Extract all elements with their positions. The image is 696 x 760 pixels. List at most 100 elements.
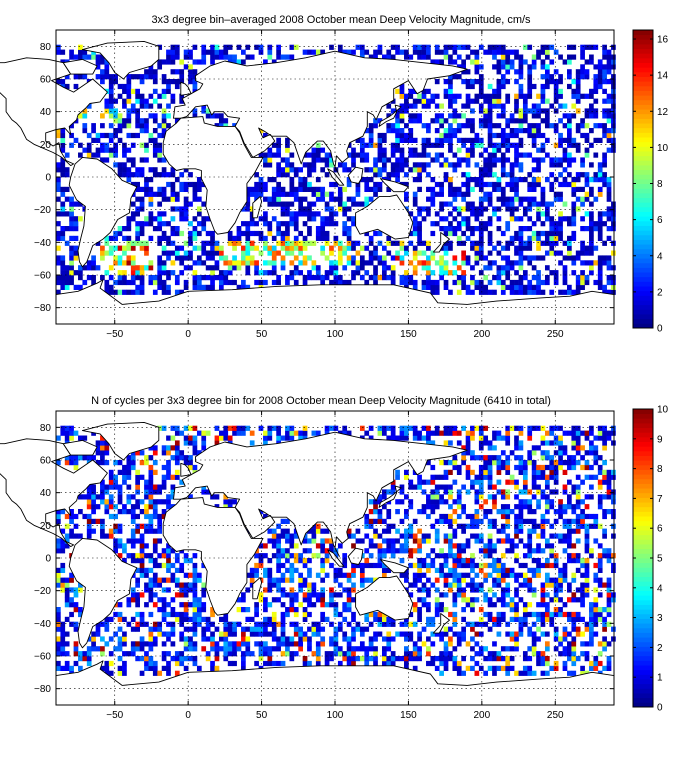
velocity-bin-cell — [263, 235, 268, 241]
cycles-bin-cell — [263, 616, 268, 622]
cycles-bin-cell — [465, 602, 471, 608]
velocity-bin-cell — [271, 279, 277, 286]
cycles-bin-cell — [174, 577, 180, 583]
cycles-bin-cell — [263, 631, 268, 637]
velocity-bin-cell — [117, 245, 123, 251]
cycles-bin-cell — [509, 607, 515, 613]
cycles-bin-cell — [263, 651, 268, 657]
velocity-bin-cell — [575, 93, 581, 99]
cycles-bin-cell — [174, 651, 180, 657]
cycles-bin-cell — [298, 572, 303, 578]
cycles-bin-cell — [443, 607, 449, 613]
cycles-bin-cell — [373, 543, 378, 549]
cycles-bin-cell — [232, 651, 237, 657]
velocity-bin-cell — [91, 54, 96, 60]
velocity-bin-cell — [443, 162, 449, 168]
cycles-bin-cell — [298, 641, 303, 647]
velocity-bin-cell — [108, 245, 114, 251]
velocity-bin-cell — [280, 167, 286, 173]
cycles-bin-cell — [404, 631, 409, 637]
cycles-bin-cell — [474, 631, 480, 637]
cycles-bin-cell — [280, 660, 286, 667]
cycles-bin-cell — [258, 509, 264, 515]
velocity-bin-cell — [509, 216, 515, 222]
velocity-bin-cell — [584, 245, 590, 251]
velocity-bin-cell — [465, 93, 471, 99]
cycles-bin-cell — [276, 660, 281, 667]
cycles-bin-cell — [408, 548, 414, 554]
cycles-bin-cell — [461, 425, 466, 431]
velocity-bin-cell — [580, 216, 585, 222]
cycles-bin-cell — [320, 626, 326, 632]
velocity-bin-cell — [606, 279, 612, 286]
cycles-bin-cell — [540, 602, 546, 608]
velocity-bin-cell — [179, 255, 185, 261]
velocity-bin-cell — [496, 206, 502, 212]
velocity-bin-cell — [161, 289, 167, 295]
velocity-bin-cell — [509, 172, 515, 178]
velocity-bin-cell — [527, 201, 533, 207]
cycles-bin-cell — [144, 665, 149, 671]
velocity-bin-cell — [91, 152, 96, 158]
velocity-bin-cell — [544, 64, 550, 70]
cycles-bin-cell — [148, 474, 154, 480]
velocity-bin-cell — [333, 279, 339, 286]
cycles-bin-cell — [333, 611, 339, 618]
velocity-bin-cell — [183, 255, 189, 261]
cycles-bin-cell — [505, 538, 511, 544]
cycles-bin-cell — [280, 631, 286, 637]
cycles-bin-cell — [518, 469, 524, 475]
cycles-bin-cell — [324, 558, 330, 564]
velocity-bin-cell — [553, 226, 559, 232]
velocity-y-tick-label: 20 — [40, 140, 52, 151]
cycles-bin-cell — [377, 499, 383, 505]
cycles-bin-cell — [130, 597, 136, 603]
velocity-bin-cell — [404, 103, 409, 109]
velocity-bin-cell — [69, 54, 74, 60]
velocity-bin-cell — [346, 235, 352, 241]
velocity-chart-title: 3x3 degree bin–averaged 2008 October mea… — [151, 14, 531, 26]
velocity-bin-cell — [157, 186, 163, 192]
cycles-bin-cell — [329, 538, 334, 544]
velocity-bin-cell — [188, 221, 193, 227]
velocity-bin-cell — [130, 157, 136, 163]
velocity-bin-cell — [368, 186, 374, 192]
cycles-bin-cell — [249, 582, 255, 588]
velocity-bin-cell — [192, 44, 198, 50]
velocity-bin-cell — [404, 275, 409, 281]
cycles-bin-cell — [527, 455, 533, 461]
cycles-bin-cell — [166, 621, 171, 627]
cycles-bin-cell — [456, 553, 462, 559]
cycles-bin-cell — [544, 670, 550, 676]
velocity-bin-cell — [285, 147, 290, 153]
velocity-bin-cell — [113, 132, 118, 139]
cycles-bin-cell — [139, 646, 145, 652]
velocity-bin-cell — [408, 152, 414, 158]
cycles-bin-cell — [483, 656, 489, 662]
cycles-bin-cell — [377, 430, 383, 436]
velocity-bin-cell — [426, 142, 431, 148]
cycles-bin-cell — [522, 656, 528, 662]
cycles-bin-cell — [448, 489, 453, 495]
velocity-bin-cell — [404, 49, 409, 55]
cycles-bin-cell — [452, 518, 458, 524]
velocity-bin-cell — [448, 137, 453, 143]
velocity-bin-cell — [135, 206, 140, 212]
velocity-bin-cell — [373, 186, 378, 192]
cycles-bin-cell — [192, 587, 198, 593]
cycles-bin-cell — [311, 430, 317, 436]
velocity-bin-cell — [452, 206, 458, 212]
velocity-bin-cell — [549, 59, 555, 65]
velocity-bin-cell — [505, 79, 511, 85]
velocity-bin-cell — [558, 260, 563, 266]
cycles-bin-cell — [549, 553, 555, 559]
cycles-bin-cell — [377, 558, 383, 564]
velocity-bin-cell — [553, 88, 559, 94]
velocity-bin-cell — [580, 64, 585, 70]
velocity-bin-cell — [311, 275, 317, 281]
cycles-bin-cell — [522, 582, 528, 588]
velocity-bin-cell — [540, 157, 546, 163]
cycles-bin-cell — [161, 616, 167, 622]
cycles-bin-cell — [359, 641, 365, 647]
velocity-bin-cell — [580, 162, 585, 168]
